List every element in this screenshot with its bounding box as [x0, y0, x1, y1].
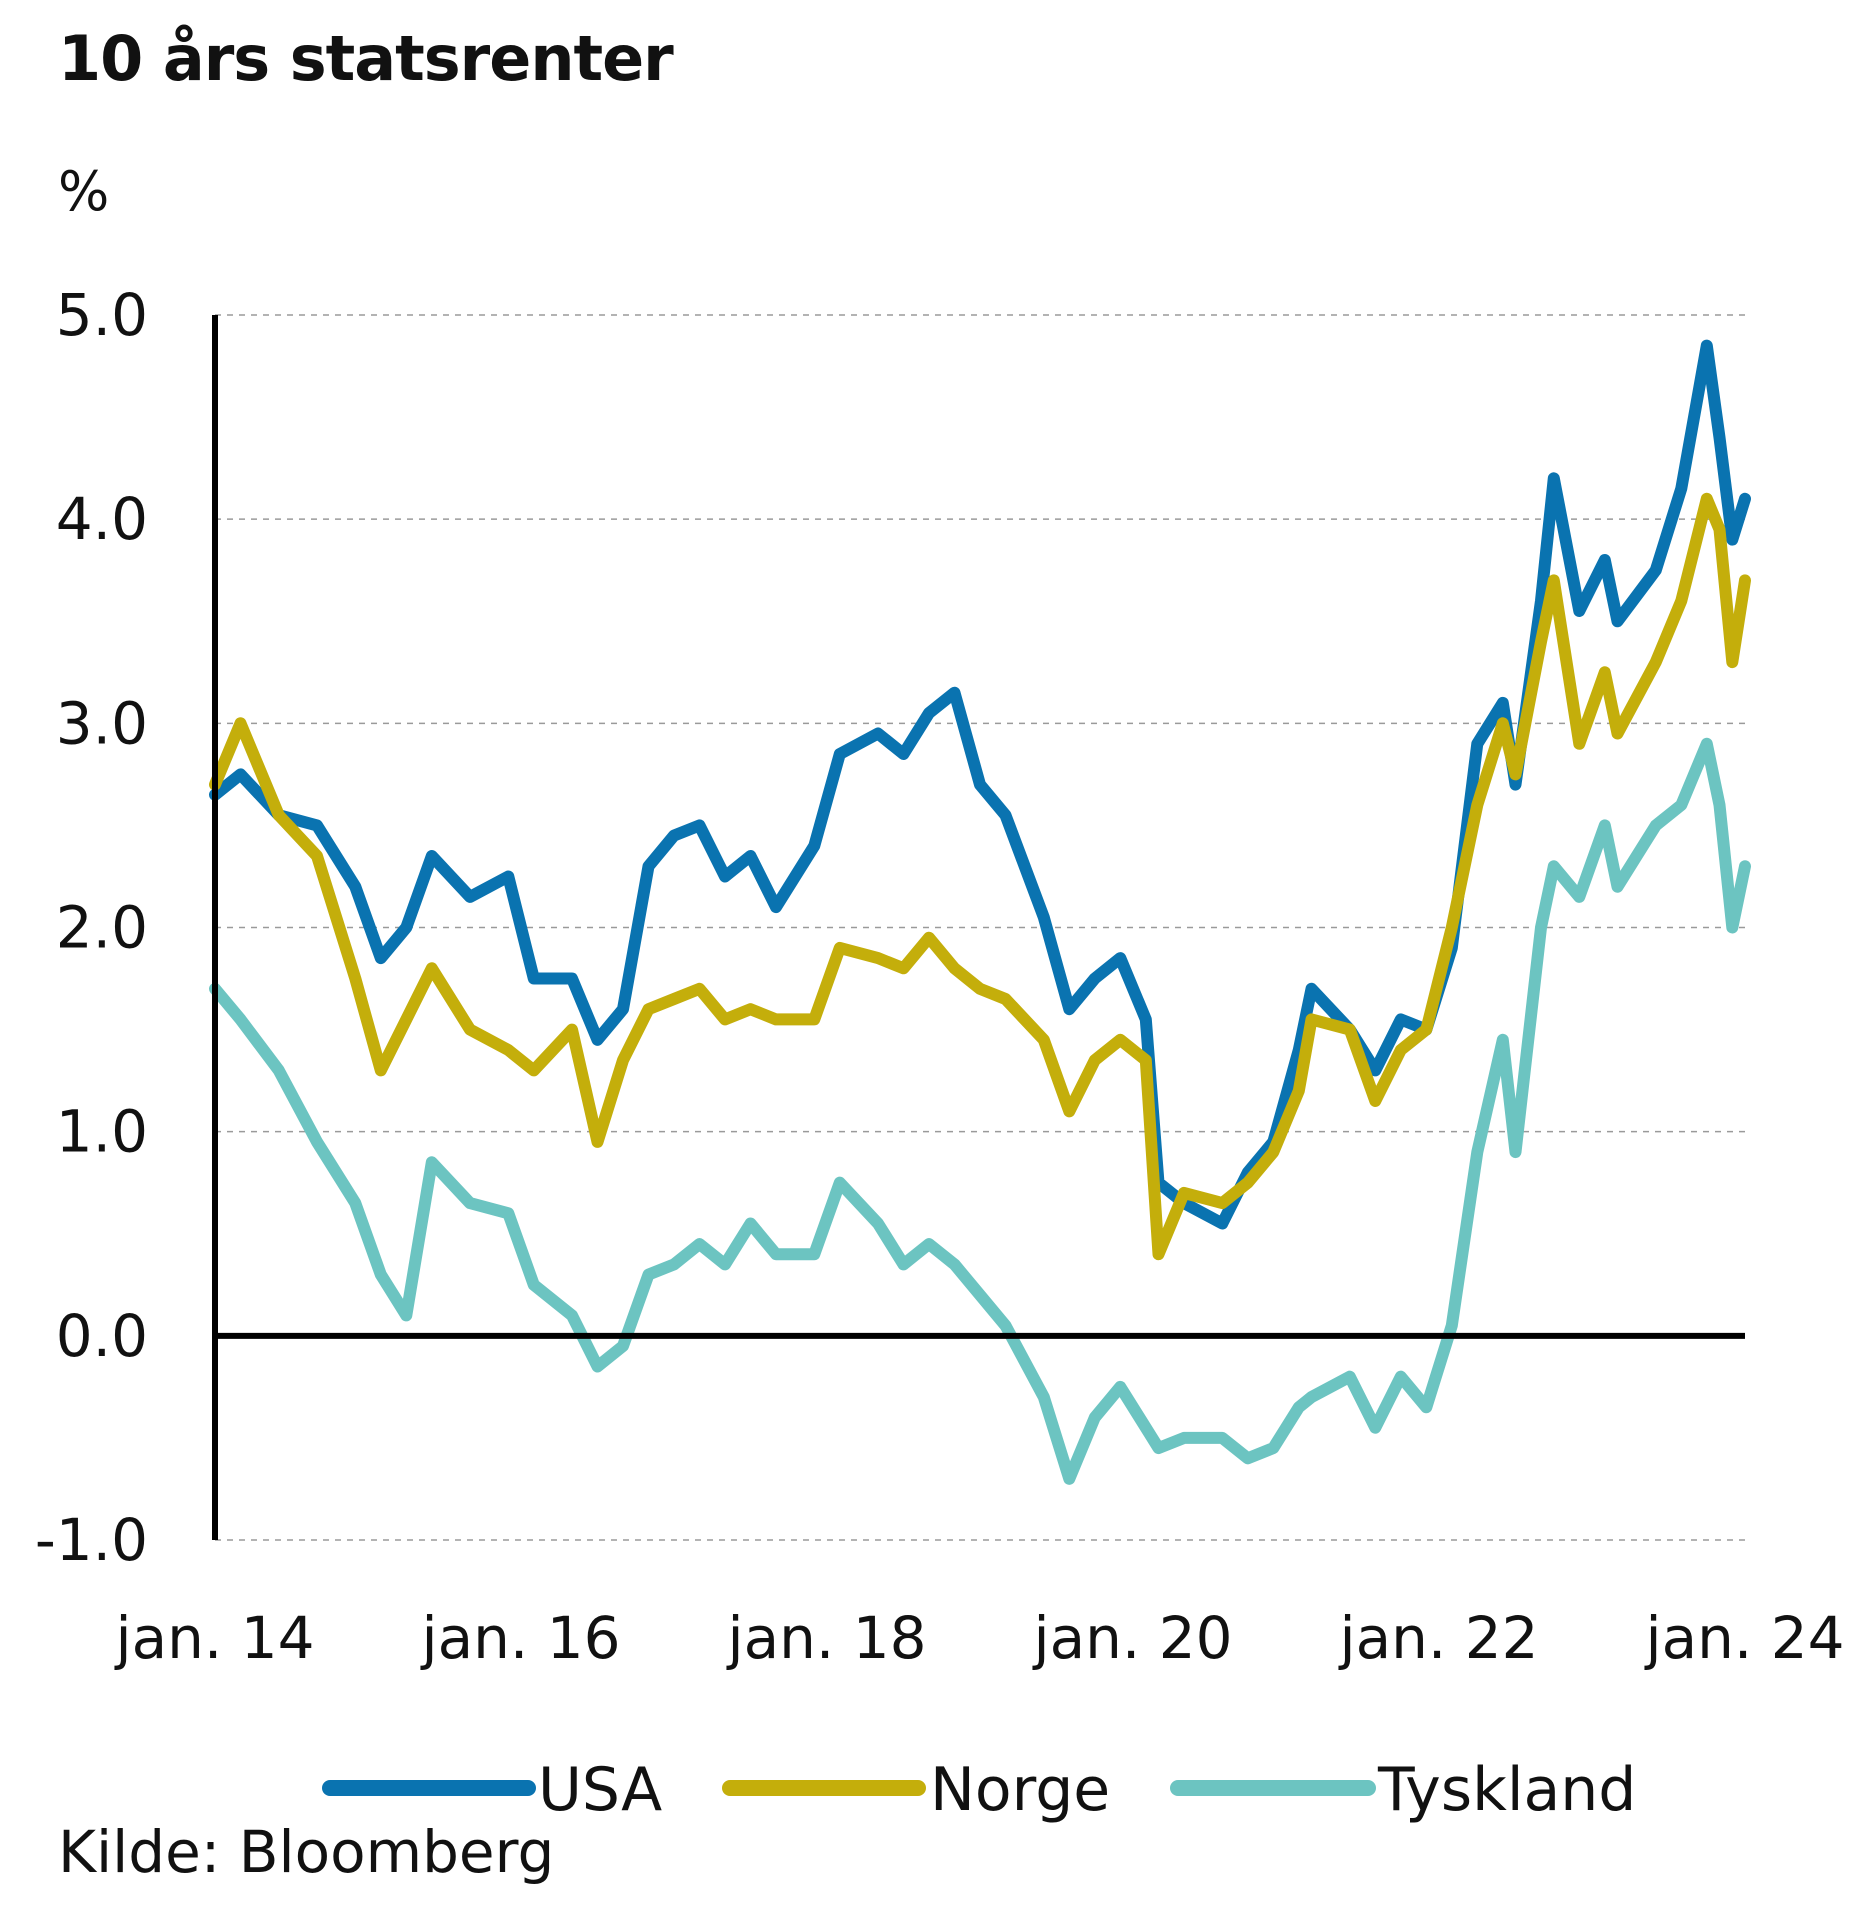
y-tick-label: 3.0: [56, 689, 148, 757]
y-tick-label: 2.0: [56, 894, 148, 962]
y-axis-unit-label: %: [58, 160, 110, 223]
series-line-tyskland: [209, 737, 1751, 1485]
legend-label-norge: Norge: [930, 1755, 1110, 1825]
series-line-norge: [209, 492, 1751, 1261]
y-tick-label: 1.0: [56, 1098, 148, 1166]
x-tick-label: jan. 16: [419, 1604, 620, 1672]
y-tick-label: -1.0: [35, 1506, 148, 1574]
legend-label-tyskland: Tyskland: [1377, 1755, 1636, 1825]
y-tick-label: 5.0: [56, 281, 148, 349]
legend-label-usa: USA: [538, 1755, 662, 1825]
source-note: Kilde: Bloomberg: [58, 1818, 555, 1886]
y-tick-label: 0.0: [56, 1302, 148, 1370]
series-line-usa: [209, 339, 1751, 1230]
x-tick-label: jan. 20: [1031, 1604, 1232, 1672]
y-tick-label: 4.0: [56, 485, 148, 553]
x-tick-label: jan. 24: [1643, 1604, 1844, 1672]
x-tick-label: jan. 14: [113, 1604, 314, 1672]
chart-title: 10 års statsrenter: [58, 22, 674, 95]
x-tick-label: jan. 18: [725, 1604, 926, 1672]
x-tick-label: jan. 22: [1337, 1604, 1538, 1672]
